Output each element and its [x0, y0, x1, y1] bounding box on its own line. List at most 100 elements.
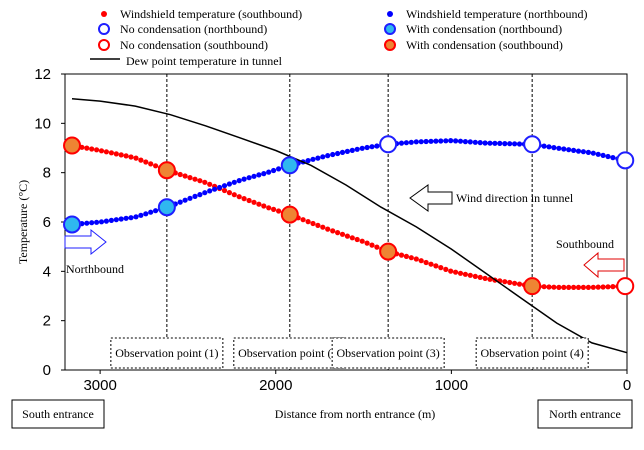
data-point — [108, 150, 114, 156]
legend-label: No condensation (northbound) — [120, 22, 267, 36]
data-point — [266, 169, 272, 175]
data-point — [571, 147, 577, 153]
data-point — [575, 148, 582, 154]
observation-box — [233, 337, 347, 369]
data-point — [241, 176, 247, 182]
data-point — [556, 145, 562, 151]
data-point — [251, 173, 257, 179]
data-point — [575, 284, 582, 290]
data-point — [192, 193, 198, 199]
data-point — [84, 145, 90, 151]
x-tick-label: 2000 — [259, 377, 292, 394]
data-point — [118, 152, 124, 158]
data-point — [571, 284, 577, 290]
data-point — [467, 272, 473, 278]
data-point — [359, 238, 365, 244]
data-point — [443, 266, 449, 272]
data-point — [413, 256, 419, 262]
data-point — [197, 178, 203, 184]
data-point — [89, 220, 95, 226]
marker-with-condensation-northbound — [280, 156, 299, 175]
x-tick-label: 3000 — [83, 377, 116, 394]
data-point — [187, 195, 193, 201]
data-point — [325, 226, 331, 232]
data-point — [448, 268, 454, 274]
plot-area: 0 2 4 6 8 10 12 3000 2000 1000 0 — [34, 66, 635, 394]
legend-label: Dew point temperature in tunnel — [126, 54, 283, 68]
data-point — [502, 279, 508, 285]
data-point — [516, 141, 523, 147]
data-point — [246, 175, 252, 181]
data-point — [103, 218, 109, 224]
data-point — [443, 138, 449, 144]
data-point — [374, 143, 380, 149]
data-point — [94, 219, 100, 225]
y-axis: 0 2 4 6 8 10 12 — [34, 66, 65, 379]
data-point — [153, 163, 159, 169]
observation-box — [331, 337, 445, 369]
data-point — [448, 138, 454, 144]
x-axis: 3000 2000 1000 0 — [83, 370, 631, 394]
data-point — [113, 217, 119, 223]
marker-no-condensation-northbound — [616, 151, 635, 170]
data-point — [497, 140, 503, 146]
observation-label: Observation point (4) — [481, 346, 584, 360]
data-point — [143, 211, 149, 217]
data-point — [561, 284, 567, 290]
data-point — [511, 141, 518, 147]
data-point — [369, 144, 375, 150]
legend-label: Windshield temperature (northbound) — [406, 7, 587, 21]
series-layer — [69, 97, 628, 354]
data-point — [403, 253, 409, 259]
data-point — [462, 271, 468, 277]
data-point — [610, 155, 616, 161]
y-tick-label: 10 — [34, 115, 51, 132]
data-point — [403, 140, 409, 146]
marker-no-condensation-northbound — [379, 135, 398, 154]
marker-with-condensation-southbound — [379, 242, 398, 261]
plot-frame — [64, 73, 628, 371]
legend-symbol — [98, 23, 110, 35]
x-tick-label: 1000 — [435, 377, 468, 394]
data-point — [305, 158, 311, 164]
legend-symbol — [384, 23, 396, 35]
y-tick-label: 6 — [43, 214, 51, 231]
series-dots — [69, 142, 626, 290]
data-point — [256, 172, 262, 178]
data-point — [231, 179, 237, 185]
northbound-arrow-icon — [64, 228, 107, 256]
data-point — [438, 265, 444, 271]
marker-no-condensation-southbound — [616, 277, 635, 296]
legend-symbol — [384, 39, 396, 51]
south-entrance-box — [11, 399, 105, 429]
data-point — [221, 187, 228, 194]
data-point — [310, 156, 316, 162]
data-point — [128, 215, 134, 221]
data-point — [148, 161, 154, 167]
marker-with-condensation-southbound — [523, 277, 542, 296]
dew-point-line — [71, 97, 628, 354]
data-point — [364, 240, 370, 246]
data-point — [300, 217, 306, 223]
north-entrance-label: North entrance — [549, 407, 621, 421]
data-point — [546, 144, 552, 150]
data-point — [133, 155, 139, 161]
marker-layer — [63, 135, 635, 296]
data-point — [276, 208, 282, 214]
data-point — [182, 197, 188, 203]
data-point — [217, 184, 223, 191]
data-point — [261, 171, 267, 177]
data-point — [462, 139, 468, 145]
data-point — [600, 284, 606, 290]
data-point — [590, 284, 596, 290]
data-point — [123, 215, 129, 221]
data-point — [271, 167, 277, 174]
data-point — [226, 181, 232, 187]
data-point — [236, 194, 242, 200]
data-point — [600, 152, 606, 158]
data-point — [251, 199, 257, 205]
data-point — [457, 138, 464, 144]
data-point — [138, 157, 144, 163]
wind-arrow-icon — [409, 184, 453, 212]
data-point — [207, 188, 213, 194]
